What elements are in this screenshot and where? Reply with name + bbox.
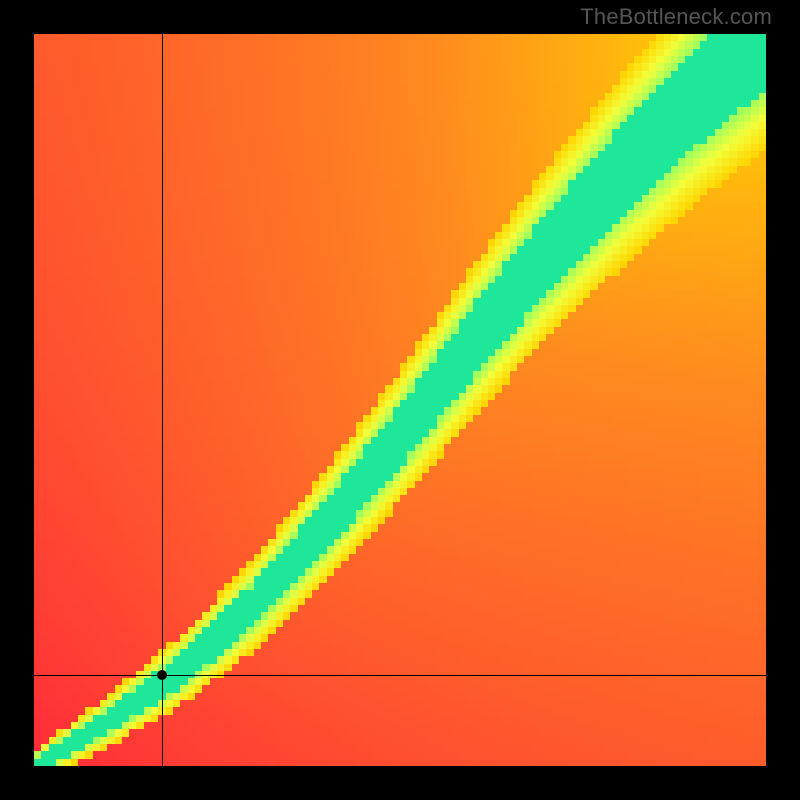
crosshair-vertical	[162, 34, 163, 766]
watermark-text: TheBottleneck.com	[580, 4, 772, 30]
crosshair-marker	[157, 670, 167, 680]
figure-frame: TheBottleneck.com	[0, 0, 800, 800]
crosshair-horizontal	[34, 675, 766, 676]
plot-area	[34, 34, 766, 766]
heatmap-canvas	[34, 34, 766, 766]
